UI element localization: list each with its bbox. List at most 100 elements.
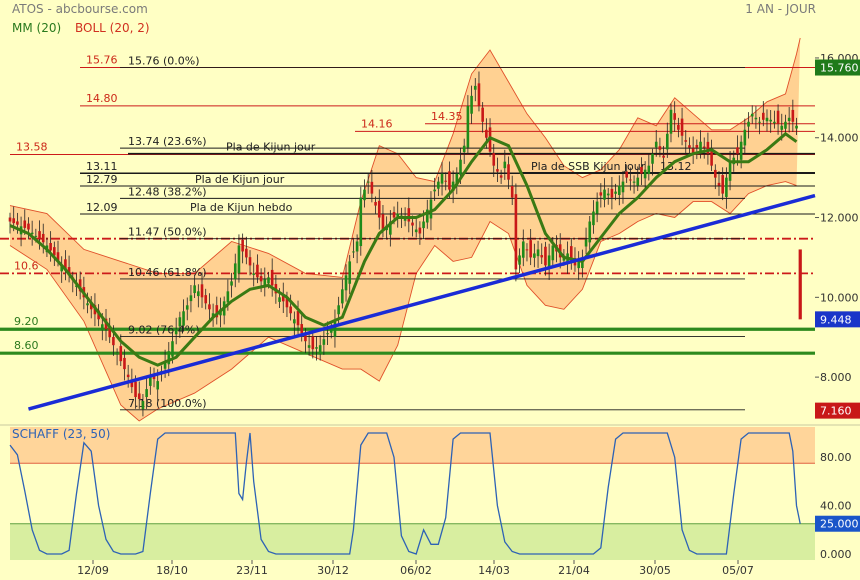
candle-body (754, 117, 758, 120)
candle-body (185, 305, 189, 310)
bollinger-upper-line (9, 37, 801, 278)
candle-body (588, 221, 592, 243)
candle-body (795, 125, 798, 129)
candle-body (640, 166, 643, 174)
candle-body (739, 141, 743, 160)
level-label-6: 15.76 (86, 54, 118, 67)
candle-body (329, 327, 333, 333)
candle-body (525, 249, 529, 251)
date-tick-4: 06/02 (400, 564, 432, 577)
candle-body (662, 155, 665, 158)
price-badge-label-0: 15.760 (820, 62, 859, 75)
candle-body (610, 188, 614, 198)
candle-body (499, 175, 503, 178)
candle-body (444, 180, 448, 182)
candle-body (289, 306, 292, 314)
mm20-line (9, 131, 798, 367)
candle-body (473, 85, 477, 90)
candle-body (787, 117, 791, 122)
candle-body (348, 261, 352, 284)
kijun-label-0: Pla de Kijun jour (226, 141, 316, 154)
candle-body (503, 161, 507, 169)
level-label-8: 14.35 (431, 110, 463, 123)
candle-body (174, 329, 178, 335)
candle-body (163, 361, 167, 369)
candle-body (178, 317, 182, 327)
candle-body (315, 347, 318, 349)
date-tick-6: 21/04 (558, 564, 590, 577)
candle-body (193, 285, 196, 294)
period-label[interactable]: 1 AN - JOUR (745, 2, 816, 16)
candle-body (363, 189, 366, 201)
price-tick-3: 10.000 (820, 291, 859, 304)
candle-body (717, 182, 721, 186)
candle-body (344, 275, 348, 291)
candle-body (377, 200, 381, 218)
fib-label-1: 13.74 (23.6%) (128, 135, 207, 148)
candle-body (603, 189, 606, 200)
candle-body (141, 401, 145, 410)
candle-body (680, 118, 684, 136)
candle-body (108, 326, 112, 338)
candle-body (171, 341, 174, 357)
candle-body (370, 181, 374, 194)
candle-body (536, 249, 540, 257)
candle-body (352, 251, 355, 253)
schaff-tick-0: 80.00 (820, 451, 852, 464)
candle-body (466, 105, 470, 148)
fib-label-5: 9.02 (76.4%) (128, 323, 200, 336)
candle-body (156, 381, 160, 390)
candle-body (629, 179, 632, 181)
candle-body (281, 294, 285, 302)
candle-body (78, 279, 82, 292)
candle-body (134, 381, 137, 398)
candle-body (691, 148, 695, 154)
candle-body (507, 164, 510, 180)
candle-body (230, 281, 233, 286)
candle-body (577, 261, 580, 269)
candle-body (725, 177, 728, 197)
candle-body (403, 217, 407, 221)
candle-body (569, 246, 573, 260)
candle-body (233, 263, 237, 280)
candle-body (49, 242, 52, 251)
candle-body (595, 201, 599, 214)
candle-body (152, 375, 156, 380)
candle-body (392, 212, 396, 218)
level-label-2: 10.6 (14, 259, 39, 272)
candle-body (411, 222, 414, 226)
candle-body (241, 239, 244, 252)
candle-body (762, 112, 765, 120)
candle-body (337, 305, 340, 315)
price-badge-0 (815, 59, 860, 76)
candle-body (773, 121, 776, 124)
candle-body (414, 229, 418, 233)
candle-body (477, 83, 481, 106)
candle-body (259, 276, 263, 282)
level-label-4: 13.58 (16, 140, 48, 153)
candle-body (677, 124, 680, 130)
candle-body (780, 125, 784, 130)
candle-body (643, 169, 647, 179)
date-tick-5: 14/03 (478, 564, 510, 577)
trendline (28, 193, 816, 411)
candle-body (702, 146, 706, 148)
candle-body (654, 141, 658, 148)
kijun-label-3: Pla de Kijun jour (195, 173, 285, 186)
candle-body (481, 107, 484, 122)
candle-body (547, 255, 551, 269)
candle-body (396, 213, 400, 218)
candle-body (341, 289, 344, 304)
candle-body (256, 264, 259, 278)
candle-body (425, 209, 429, 223)
candle-body (462, 145, 466, 153)
candle-body (614, 191, 617, 194)
candle-body (263, 279, 267, 286)
candle-body (359, 197, 363, 247)
level-label-0: 9.20 (14, 315, 39, 328)
candle-body (197, 291, 200, 297)
candle-body (182, 311, 185, 326)
date-tick-7: 30/05 (639, 564, 671, 577)
candle-body (12, 218, 15, 224)
